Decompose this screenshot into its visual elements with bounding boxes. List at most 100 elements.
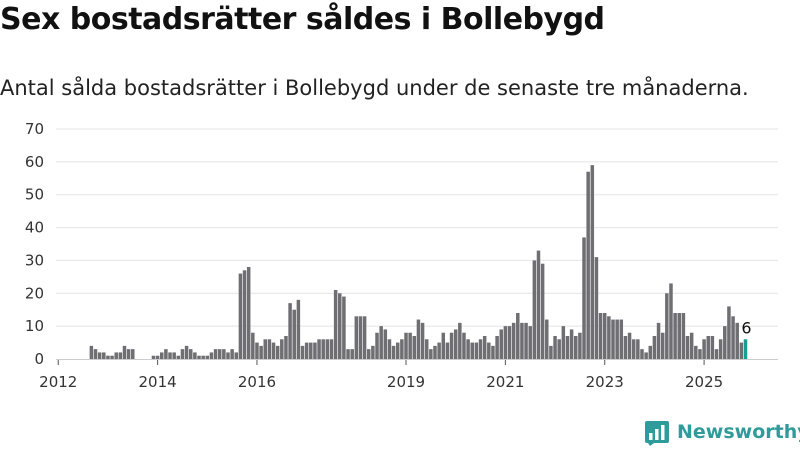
- bar: [97, 352, 102, 359]
- bar: [453, 329, 458, 359]
- bar: [329, 339, 334, 359]
- bar: [242, 270, 247, 359]
- bar: [482, 336, 487, 359]
- bar: [371, 345, 375, 359]
- y-tick-label: 20: [25, 284, 44, 302]
- bar: [578, 332, 582, 359]
- bar: [478, 339, 483, 359]
- bar: [420, 322, 425, 359]
- bar: [151, 355, 156, 359]
- bar: [698, 349, 702, 359]
- y-tick-label: 40: [25, 219, 44, 237]
- bar: [222, 349, 226, 359]
- bar: [321, 339, 325, 359]
- bar: [685, 336, 690, 359]
- bar: [230, 349, 234, 359]
- bar: [213, 349, 218, 359]
- bar: [458, 322, 462, 359]
- bar-chart-logo-icon: [645, 421, 669, 446]
- bar: [656, 322, 661, 359]
- bar: [640, 349, 644, 359]
- bar: [681, 313, 686, 359]
- bar: [205, 355, 210, 359]
- bar: [404, 332, 408, 359]
- bar: [271, 342, 276, 359]
- bar: [569, 329, 574, 359]
- bar: [160, 352, 164, 359]
- bar: [246, 267, 251, 359]
- bar: [449, 332, 454, 359]
- bar: [660, 332, 665, 359]
- bar: [623, 336, 628, 359]
- bar: [524, 322, 528, 359]
- bar: [325, 339, 330, 359]
- bar: [669, 283, 673, 359]
- bar: [582, 237, 586, 359]
- bar: [288, 303, 292, 359]
- bar: [416, 319, 421, 359]
- bar: [503, 326, 508, 359]
- bar: [201, 355, 205, 359]
- bar: [574, 336, 578, 359]
- bar: [445, 342, 450, 359]
- bar: [346, 349, 350, 359]
- bar: [627, 332, 632, 359]
- bar: [168, 352, 172, 359]
- bar: [673, 313, 677, 359]
- bar-chart: 0 10 20 30 40 50 60 70 2012 2014 2016 2019 2021 2023…: [25, 120, 778, 391]
- bar: [586, 171, 590, 359]
- bar: [429, 349, 433, 359]
- bar: [275, 345, 280, 359]
- y-tick-label: 0: [34, 350, 44, 368]
- bar: [367, 349, 371, 359]
- bar: [491, 345, 495, 359]
- bar: [590, 165, 595, 359]
- latest-value-label: 6: [741, 318, 751, 337]
- bar: [470, 342, 474, 359]
- bar: [131, 349, 135, 359]
- bar: [267, 339, 272, 359]
- bar: [408, 332, 412, 359]
- bar: [731, 316, 735, 359]
- bar: [437, 342, 441, 359]
- bar: [259, 345, 263, 359]
- bar: [172, 352, 176, 359]
- bar: [553, 336, 557, 359]
- bar: [516, 313, 520, 359]
- x-tick-label: 2021: [486, 373, 524, 391]
- bar: [118, 352, 123, 359]
- bar: [499, 329, 503, 359]
- bar: [739, 342, 744, 359]
- bar: [217, 349, 222, 359]
- bar: [611, 319, 615, 359]
- bar: [735, 322, 739, 359]
- bar-latest: [743, 339, 748, 359]
- bar: [164, 349, 168, 359]
- bar: [383, 329, 388, 359]
- bar: [317, 339, 321, 359]
- bar: [280, 339, 284, 359]
- bar: [694, 345, 698, 359]
- x-tick-label: 2014: [139, 373, 177, 391]
- bar: [520, 322, 524, 359]
- bar: [358, 316, 363, 359]
- bar: [333, 290, 338, 359]
- bar: [209, 352, 214, 359]
- bar: [255, 342, 259, 359]
- bar: [238, 273, 243, 359]
- bar: [122, 345, 127, 359]
- bar: [197, 355, 201, 359]
- bar: [433, 345, 437, 359]
- bar: [619, 319, 624, 359]
- bar: [387, 339, 392, 359]
- brand-name: Newsworthy: [677, 421, 800, 443]
- bar: [644, 352, 648, 359]
- bar: [251, 332, 255, 359]
- bar: [718, 339, 723, 359]
- y-tick-label: 30: [25, 251, 44, 269]
- bar: [549, 345, 553, 359]
- x-tick-label: 2023: [586, 373, 624, 391]
- bar: [424, 339, 429, 359]
- bar: [648, 345, 653, 359]
- y-tick-label: 50: [25, 186, 44, 204]
